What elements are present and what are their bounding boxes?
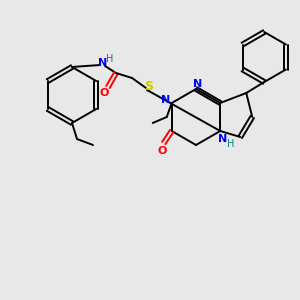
Text: H: H	[106, 54, 114, 64]
Text: N: N	[218, 134, 227, 144]
Text: O: O	[99, 88, 109, 98]
Text: N: N	[98, 58, 108, 68]
Text: N: N	[194, 79, 202, 89]
Text: N: N	[161, 95, 170, 105]
Text: H: H	[226, 139, 234, 149]
Text: O: O	[157, 146, 167, 156]
Text: S: S	[145, 80, 154, 92]
